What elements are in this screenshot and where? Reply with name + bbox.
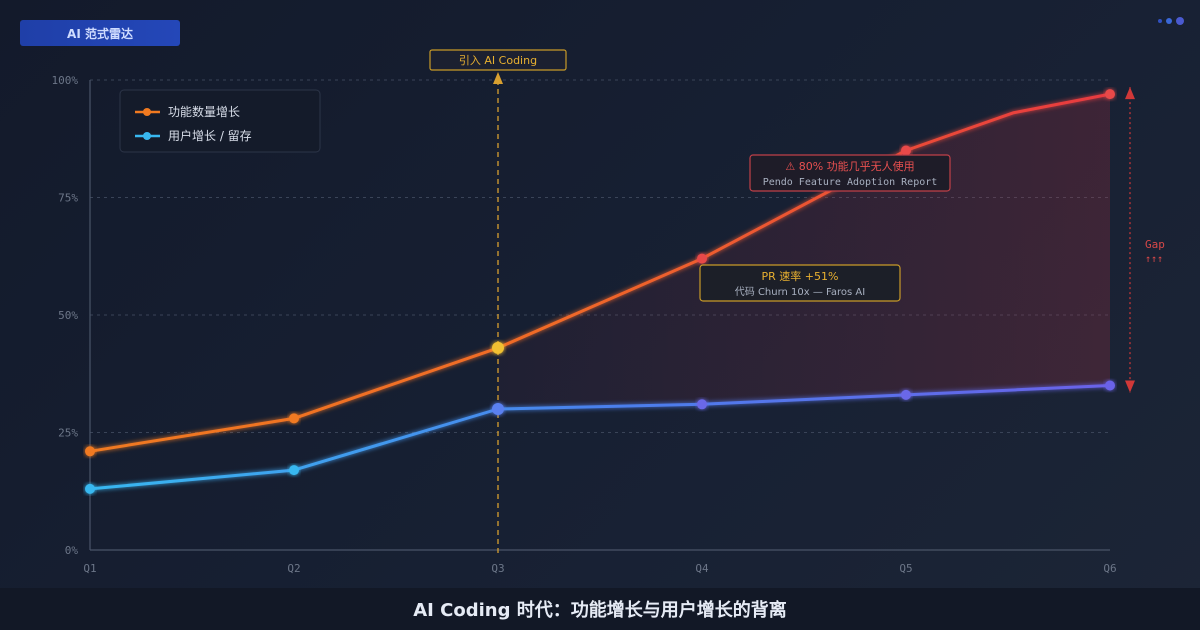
ai-coding-label-box: 引入 AI Coding xyxy=(429,49,567,71)
x-tick-label: Q6 xyxy=(1103,562,1116,575)
legend-box xyxy=(119,89,321,153)
x-tick-label: Q2 xyxy=(287,562,300,575)
user-point xyxy=(85,483,95,494)
gap-arrow-up-icon xyxy=(1125,87,1135,100)
gap-fill xyxy=(498,94,1110,409)
footer-title-bar: AI Coding 时代：功能增长与用户增长的背离 xyxy=(0,588,1200,630)
user-point xyxy=(289,465,299,476)
gap-arrows-label: ↑↑↑ xyxy=(1145,254,1163,265)
pr-source: 代码 Churn 10x — Faros AI xyxy=(735,286,865,298)
alert-box: ⚠ 80% 功能几乎无人使用 Pendo Feature Adoption Re… xyxy=(749,154,951,192)
ai-coding-arrow-icon xyxy=(493,72,503,84)
pr-title: PR 速率 +51% xyxy=(762,269,839,283)
ai-coding-label: 引入 AI Coding xyxy=(459,53,537,67)
feature-point xyxy=(85,446,95,457)
line-chart: 0% 25% 50% 75% 100% Q1 Q2 Q3 Q4 Q5 Q6 功能数量增长 用户增长 … xyxy=(52,49,1165,575)
gap-label: Gap xyxy=(1145,238,1165,251)
x-tick-label: Q4 xyxy=(695,562,709,575)
series xyxy=(85,89,1115,494)
window-dots-icon xyxy=(1158,17,1184,25)
gap-arrow-down-icon xyxy=(1125,380,1135,393)
x-tick-label: Q5 xyxy=(899,562,912,575)
radar-badge: AI 范式雷达 xyxy=(20,20,180,46)
x-tick-label: Q1 xyxy=(83,562,96,575)
user-point xyxy=(1105,380,1115,391)
feature-point xyxy=(697,253,707,264)
y-tick-label: 75% xyxy=(58,192,78,205)
user-point xyxy=(492,403,504,415)
footer-title: AI Coding 时代：功能增长与用户增长的背离 xyxy=(413,600,787,621)
feature-point xyxy=(492,341,504,354)
legend: 功能数量增长 用户增长 / 留存 xyxy=(119,89,321,153)
feature-point xyxy=(289,413,299,424)
legend-feature-label: 功能数量增长 xyxy=(168,104,240,119)
annotations xyxy=(1125,87,1135,393)
x-tick-label: Q3 xyxy=(491,562,504,575)
axes: 0% 25% 50% 75% 100% Q1 Q2 Q3 Q4 Q5 Q6 xyxy=(52,74,1117,575)
user-point xyxy=(901,389,911,400)
ai-coding-marker xyxy=(493,72,503,556)
user-point xyxy=(697,399,707,410)
user-series-line xyxy=(89,384,1111,491)
alert-title: ⚠ 80% 功能几乎无人使用 xyxy=(785,159,914,173)
pr-box: PR 速率 +51% 代码 Churn 10x — Faros AI xyxy=(699,264,901,302)
badge-label: AI 范式雷达 xyxy=(67,26,133,41)
y-tick-label: 50% xyxy=(58,309,78,322)
legend-feature-dot-icon xyxy=(143,108,151,116)
feature-point xyxy=(901,145,911,156)
alert-source: Pendo Feature Adoption Report xyxy=(763,177,938,188)
legend-user-dot-icon xyxy=(143,132,151,140)
y-tick-label: 0% xyxy=(65,544,79,557)
feature-point xyxy=(1105,89,1115,100)
y-tick-label: 25% xyxy=(58,427,78,440)
y-tick-label: 100% xyxy=(52,74,79,87)
legend-user-label: 用户增长 / 留存 xyxy=(168,128,252,143)
gap-area xyxy=(498,94,1110,409)
